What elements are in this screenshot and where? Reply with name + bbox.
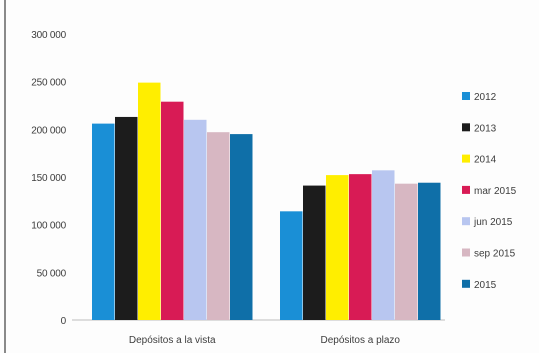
legend-swatch (462, 154, 470, 163)
bar (161, 101, 184, 320)
legend-label: 2014 (474, 155, 497, 166)
legend-label: sep 2015 (474, 249, 516, 260)
y-axis-tick-labels: 0 50 000 100 000 150 000 200 000 250 000 300 0… (31, 30, 67, 327)
left-border (4, 0, 6, 353)
legend-label: 2012 (474, 92, 497, 103)
legend-label: 2013 (474, 123, 497, 134)
legend-swatch (462, 123, 470, 132)
y-tick-label: 250 000 (31, 78, 66, 89)
bar (92, 123, 115, 320)
y-tick-label: 50 000 (37, 268, 67, 279)
y-tick-label: 100 000 (31, 221, 66, 232)
y-tick-label: 150 000 (31, 173, 66, 184)
bar (349, 174, 372, 320)
bar (230, 134, 253, 320)
legend-swatch (462, 248, 470, 257)
x-axis-category-labels: Depósitos a la vista Depósitos a plazo (129, 335, 401, 346)
legend-swatch (462, 92, 470, 100)
bar (207, 132, 230, 320)
bar (303, 185, 326, 320)
bar (395, 183, 418, 320)
bar (418, 182, 441, 320)
legend-swatch (462, 217, 470, 226)
x-category-label: Depósitos a plazo (321, 335, 401, 346)
y-tick-label: 200 000 (31, 125, 66, 136)
bar (115, 116, 138, 320)
legend-label: jun 2015 (473, 217, 513, 228)
bar (184, 119, 207, 320)
x-category-label: Depósitos a la vista (129, 335, 216, 346)
y-tick-label: 0 (61, 316, 67, 327)
legend-label: 2015 (474, 280, 497, 291)
bar-series-group (92, 82, 441, 321)
y-tick-label: 300 000 (31, 30, 66, 41)
legend: 2012 2013 2014 mar 2015 jun 2015 sep 2015 2015 (462, 92, 517, 291)
bar (280, 211, 303, 320)
bar (138, 82, 161, 321)
legend-label: mar 2015 (474, 186, 517, 197)
legend-swatch (462, 279, 470, 288)
bar (326, 175, 349, 320)
bar (372, 170, 395, 320)
legend-swatch (462, 185, 470, 194)
